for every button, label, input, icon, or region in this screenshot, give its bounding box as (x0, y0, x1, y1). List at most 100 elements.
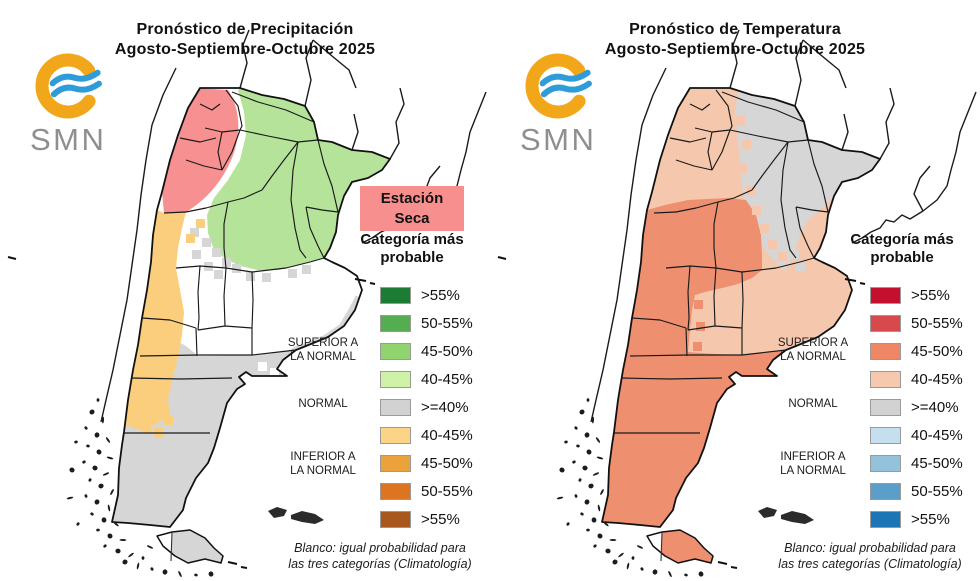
logo-ring (35, 53, 101, 119)
legend-swatch (870, 482, 901, 500)
legend-label: 40-45% (421, 426, 473, 444)
legend-row: 45-50% (380, 342, 473, 360)
legend-row: 50-55% (870, 314, 963, 332)
legend-row: >55% (380, 286, 460, 304)
argentina-temperature-map (497, 29, 977, 578)
legend-row: 45-50% (380, 454, 473, 472)
panel-precipitation: Pronóstico de Precipitación Agosto-Septi… (7, 20, 487, 578)
legend-label: >=40% (911, 398, 959, 416)
legend-row: >55% (380, 510, 460, 528)
chile-fjords (66, 398, 214, 578)
legend-swatch (870, 398, 901, 416)
panel-temperature: Pronóstico de Temperatura Agosto-Septiem… (490, 0, 980, 581)
forecast-regions (602, 88, 880, 527)
panel-title: Pronóstico de Precipitación Agosto-Septi… (13, 20, 477, 60)
legend-swatch (380, 426, 411, 444)
legend-heading: Categoría más probable (850, 231, 954, 266)
legend-row: >=40% (380, 398, 469, 416)
legend-label: >55% (911, 510, 950, 528)
legend-row: >55% (870, 510, 950, 528)
legend-row: 40-45% (380, 370, 473, 388)
title-line1: Pronóstico de Precipitación (136, 21, 354, 39)
logo-waves-icon (49, 69, 102, 98)
forecast-regions (112, 88, 390, 527)
argentina-precipitation-map (7, 29, 487, 578)
logo-ring (525, 53, 591, 119)
legend-footnote: Blanco: igual probabilidad para las tres… (288, 541, 472, 571)
legend-label: 45-50% (421, 342, 473, 360)
legend-row: >=40% (870, 398, 959, 416)
smn-logo: SMN (518, 52, 638, 155)
legend-label: 50-55% (911, 314, 963, 332)
legend-label: >55% (421, 286, 460, 304)
badge-line1: Estación (380, 189, 444, 207)
legend-label: 45-50% (911, 454, 963, 472)
legend-swatch (870, 286, 901, 304)
legend-group-below-normal: INFERIOR A LA NORMAL (780, 451, 846, 477)
dry-season-badge: Estación Seca (360, 186, 464, 231)
title-line2: Agosto-Septiembre-Octubre 2025 (114, 41, 376, 59)
malvinas-islands (758, 507, 814, 524)
logo-waves-icon (539, 69, 592, 98)
legend-label: 50-55% (911, 482, 963, 500)
legend-swatch (380, 286, 411, 304)
legend-row: 45-50% (870, 454, 963, 472)
smn-logo: SMN (28, 52, 148, 155)
legend-swatch (380, 482, 411, 500)
legend-label: 45-50% (911, 342, 963, 360)
argentina-outline (601, 87, 881, 528)
legend-swatch (870, 370, 901, 388)
legend-swatch (870, 426, 901, 444)
legend-row: 50-55% (870, 482, 963, 500)
legend-label: 50-55% (421, 314, 473, 332)
legend-row: 40-45% (380, 426, 473, 444)
small-islands (7, 256, 376, 569)
badge-line2: Seca (394, 209, 430, 227)
legend-group-normal: NORMAL (298, 398, 348, 410)
chile-fjords (556, 398, 704, 578)
smn-logo-text: SMN (30, 122, 107, 157)
legend-swatch (870, 342, 901, 360)
legend-row: 50-55% (380, 314, 473, 332)
title-line1: Pronóstico de Temperatura (629, 21, 841, 39)
smn-logo-text: SMN (520, 122, 597, 157)
legend-label: 40-45% (421, 370, 473, 388)
legend-swatch (380, 398, 411, 416)
legend-label: 50-55% (421, 482, 473, 500)
small-islands (497, 256, 866, 569)
legend-label: >55% (421, 510, 460, 528)
legend-group-below-normal: INFERIOR A LA NORMAL (290, 451, 356, 477)
legend-row: >55% (870, 286, 950, 304)
panel-title: Pronóstico de Temperatura Agosto-Septiem… (503, 20, 967, 60)
legend-group-above-normal: SUPERIOR A LA NORMAL (287, 337, 359, 363)
legend-label: >=40% (421, 398, 469, 416)
argentina-outline (111, 87, 391, 528)
legend-row: 40-45% (870, 370, 963, 388)
legend-swatch (380, 370, 411, 388)
legend-label: 40-45% (911, 370, 963, 388)
malvinas-islands (268, 507, 324, 524)
legend-swatch (380, 342, 411, 360)
neighbor-country-outlines (590, 29, 977, 423)
legend-label: 40-45% (911, 426, 963, 444)
legend-label: 45-50% (421, 454, 473, 472)
legend-label: >55% (911, 286, 950, 304)
legend-swatch (870, 510, 901, 528)
legend-swatch (870, 454, 901, 472)
smn-logo-icon (35, 53, 102, 119)
legend-row: 50-55% (380, 482, 473, 500)
legend-footnote: Blanco: igual probabilidad para las tres… (778, 541, 962, 571)
province-borders (124, 89, 339, 434)
legend-swatch (870, 314, 901, 332)
legend-heading: Categoría más probable (360, 231, 464, 266)
legend-group-normal: NORMAL (788, 398, 838, 410)
legend-swatch (380, 314, 411, 332)
legend-swatch (380, 510, 411, 528)
province-borders (614, 89, 829, 434)
title-line2: Agosto-Septiembre-Octubre 2025 (604, 41, 866, 59)
legend-group-above-normal: SUPERIOR A LA NORMAL (777, 337, 849, 363)
legend-row: 45-50% (870, 342, 963, 360)
smn-logo-icon (525, 53, 592, 119)
legend-swatch (380, 454, 411, 472)
